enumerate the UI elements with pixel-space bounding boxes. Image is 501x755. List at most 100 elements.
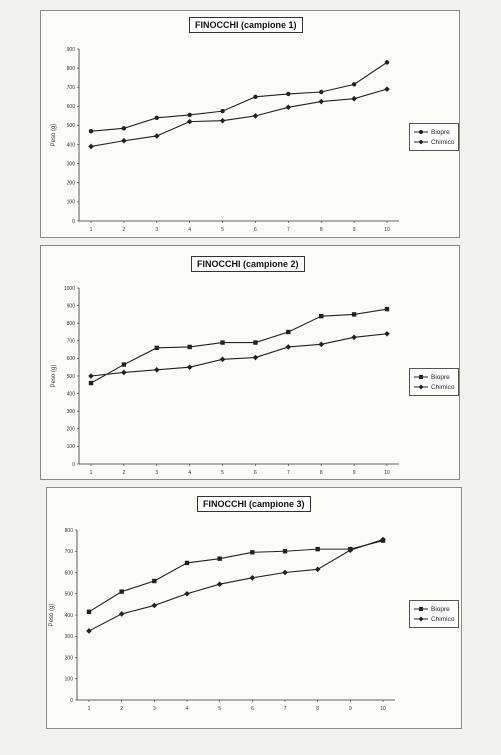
y-tick-label: 100 bbox=[67, 200, 76, 206]
x-tick-label: 9 bbox=[353, 470, 356, 476]
data-point bbox=[219, 117, 226, 124]
y-tick-label: 200 bbox=[65, 655, 74, 661]
x-tick-label: 3 bbox=[155, 227, 158, 233]
data-point bbox=[152, 578, 157, 584]
legend-item: Biopre bbox=[414, 372, 454, 382]
x-tick-label: 9 bbox=[353, 227, 356, 233]
legend-label: Chimico bbox=[431, 615, 455, 623]
y-tick-label: 300 bbox=[67, 409, 76, 415]
y-tick-label: 100 bbox=[65, 677, 74, 683]
x-tick-label: 8 bbox=[320, 227, 323, 233]
x-tick-label: 6 bbox=[254, 227, 257, 233]
chart-title: FINOCCHI (campione 2) bbox=[191, 256, 305, 272]
y-tick-label: 300 bbox=[65, 634, 74, 640]
data-point bbox=[219, 356, 226, 363]
y-tick-label: 500 bbox=[67, 123, 76, 129]
data-point bbox=[285, 344, 292, 350]
y-tick-label: 800 bbox=[67, 66, 76, 72]
legend-label: Chimico bbox=[431, 138, 455, 146]
chart-title: FINOCCHI (campione 1) bbox=[189, 17, 303, 33]
data-point bbox=[184, 590, 190, 597]
x-tick-label: 1 bbox=[90, 227, 93, 233]
x-tick-label: 3 bbox=[155, 470, 158, 476]
data-point bbox=[351, 95, 357, 102]
legend-item: Chimico bbox=[414, 614, 454, 624]
x-tick-label: 6 bbox=[251, 706, 254, 712]
legend-label: Chimico bbox=[431, 383, 455, 391]
y-tick-label: 400 bbox=[67, 391, 76, 397]
chart-plot-1: 0 100 200 300 400 500 600 700 800 900 1 2 3 4 5 6 7 8 9 10 P… bbox=[51, 47, 399, 233]
data-point bbox=[286, 91, 291, 97]
data-point bbox=[220, 108, 225, 114]
series-line bbox=[90, 308, 388, 384]
chart-plot-2: 0 100 200 300 400 500 600 700 800 900 1000 1 2 3 4 5 6 7 8… bbox=[51, 286, 399, 476]
x-tick-label: 9 bbox=[349, 706, 352, 712]
data-point bbox=[88, 128, 94, 134]
x-tick-label: 1 bbox=[90, 470, 93, 476]
data-point bbox=[314, 566, 321, 573]
data-point bbox=[282, 549, 288, 554]
y-tick-label: 700 bbox=[67, 85, 76, 91]
data-point bbox=[86, 628, 92, 634]
chart-legend: Biopre Chimico bbox=[409, 123, 460, 151]
data-point bbox=[121, 369, 127, 376]
data-point bbox=[384, 330, 390, 337]
x-tick-label: 7 bbox=[287, 227, 290, 233]
y-tick-label: 900 bbox=[67, 303, 76, 309]
data-point bbox=[384, 306, 390, 312]
legend-label: Biopre bbox=[431, 605, 450, 613]
chart-plot-3: 0 100 200 300 400 500 600 700 800 1 2 3 4 5 6 7 8 9 10 Peso… bbox=[49, 528, 395, 712]
x-tick-label: 5 bbox=[218, 706, 221, 712]
y-tick-label: 0 bbox=[72, 462, 75, 468]
x-tick-label: 4 bbox=[188, 470, 191, 476]
data-point bbox=[151, 602, 158, 609]
x-tick-label: 2 bbox=[120, 706, 123, 712]
data-point bbox=[252, 354, 259, 361]
legend-marker-square bbox=[414, 375, 428, 379]
chart-panel-2: FINOCCHI (campione 2) 0 100 200 300 400 500 60… bbox=[40, 245, 460, 480]
data-point bbox=[282, 569, 288, 576]
x-tick-label: 2 bbox=[122, 470, 125, 476]
data-point bbox=[319, 313, 324, 319]
legend-label: Biopre bbox=[431, 128, 450, 136]
data-point bbox=[121, 137, 127, 144]
y-tick-label: 500 bbox=[67, 374, 76, 380]
x-tick-label: 2 bbox=[122, 227, 125, 233]
legend-marker-square bbox=[414, 607, 428, 611]
data-point bbox=[217, 556, 222, 561]
x-tick-label: 10 bbox=[384, 227, 390, 233]
data-point bbox=[86, 609, 92, 615]
series-line bbox=[90, 88, 388, 148]
y-axis-label: Peso (g) bbox=[51, 365, 57, 388]
data-point bbox=[253, 94, 258, 99]
chart-panel-3: FINOCCHI (campione 3) 0 100 200 300 400 500 60… bbox=[46, 487, 462, 729]
data-point bbox=[253, 340, 258, 345]
y-tick-label: 800 bbox=[67, 321, 76, 327]
data-point bbox=[121, 126, 127, 131]
series-line bbox=[88, 540, 384, 613]
data-point bbox=[351, 334, 357, 341]
data-point bbox=[187, 344, 192, 350]
y-tick-label: 600 bbox=[67, 104, 76, 110]
legend-label: Biopre bbox=[431, 373, 450, 381]
data-point bbox=[315, 546, 320, 552]
y-tick-label: 1000 bbox=[64, 286, 75, 292]
data-point bbox=[220, 340, 225, 345]
y-tick-label: 400 bbox=[67, 142, 76, 148]
y-tick-label: 600 bbox=[65, 570, 74, 576]
data-point bbox=[318, 341, 325, 348]
data-point bbox=[184, 560, 190, 566]
data-point bbox=[216, 581, 223, 587]
data-point bbox=[154, 115, 159, 121]
y-tick-label: 400 bbox=[65, 613, 74, 619]
data-point bbox=[252, 113, 259, 119]
x-tick-label: 8 bbox=[320, 470, 323, 476]
chart-panel-1: FINOCCHI (campione 1) 0 100 200 300 400 500 60… bbox=[40, 10, 460, 238]
data-point bbox=[88, 373, 94, 379]
x-tick-label: 8 bbox=[316, 706, 319, 712]
y-tick-label: 700 bbox=[67, 339, 76, 345]
y-tick-label: 0 bbox=[70, 698, 73, 704]
legend-marker-diamond bbox=[414, 384, 428, 390]
x-tick-label: 5 bbox=[221, 470, 224, 476]
legend-marker-diamond bbox=[414, 616, 428, 622]
